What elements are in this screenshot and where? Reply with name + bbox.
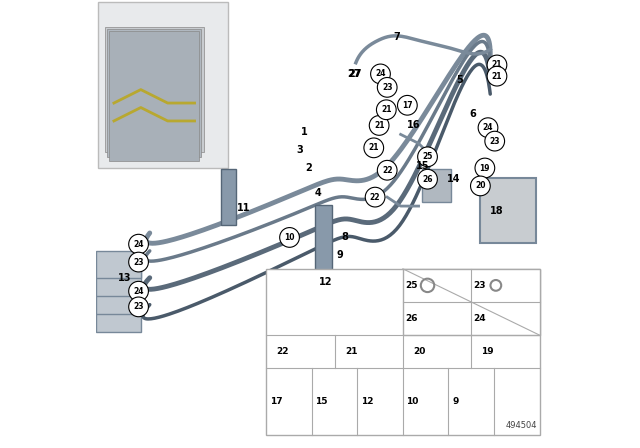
Circle shape [129, 252, 148, 272]
FancyBboxPatch shape [403, 269, 540, 335]
Text: 13: 13 [118, 273, 132, 283]
Circle shape [378, 78, 397, 97]
Circle shape [129, 297, 148, 317]
FancyBboxPatch shape [96, 305, 141, 332]
Circle shape [129, 281, 148, 301]
Circle shape [487, 66, 507, 86]
Text: 8: 8 [341, 233, 348, 242]
Text: 4: 4 [314, 188, 321, 198]
Circle shape [485, 131, 504, 151]
Text: 3: 3 [296, 145, 303, 155]
Circle shape [418, 147, 437, 167]
Text: 24: 24 [474, 314, 486, 323]
Text: 23: 23 [133, 258, 144, 267]
Text: 27: 27 [347, 69, 360, 79]
Text: 11: 11 [237, 203, 251, 213]
Circle shape [418, 169, 437, 189]
Text: 26: 26 [405, 314, 418, 323]
Text: 21: 21 [381, 105, 392, 114]
Circle shape [397, 95, 417, 115]
Circle shape [470, 176, 490, 196]
Text: 24: 24 [133, 287, 144, 296]
Text: 15: 15 [416, 161, 430, 171]
Text: 19: 19 [481, 347, 494, 356]
Text: 2: 2 [305, 163, 312, 173]
Circle shape [365, 187, 385, 207]
Circle shape [376, 100, 396, 120]
Text: 20: 20 [413, 347, 426, 356]
Text: 9: 9 [452, 397, 458, 406]
FancyBboxPatch shape [109, 31, 199, 161]
Text: 12: 12 [319, 277, 332, 287]
Text: 23: 23 [382, 83, 392, 92]
Text: 22: 22 [370, 193, 380, 202]
Text: 10: 10 [284, 233, 295, 242]
Text: 21: 21 [345, 347, 357, 356]
Text: 27: 27 [348, 69, 362, 79]
FancyBboxPatch shape [96, 269, 141, 296]
Text: 19: 19 [479, 164, 490, 172]
Text: 16: 16 [407, 121, 421, 130]
Circle shape [369, 116, 389, 135]
FancyBboxPatch shape [108, 29, 202, 157]
Text: 14: 14 [447, 174, 460, 184]
FancyBboxPatch shape [422, 169, 451, 202]
Circle shape [378, 160, 397, 180]
Circle shape [487, 55, 507, 75]
Text: 24: 24 [375, 69, 386, 78]
Text: 18: 18 [490, 206, 504, 215]
Text: 20: 20 [475, 181, 486, 190]
FancyBboxPatch shape [105, 27, 204, 152]
Text: 24: 24 [133, 240, 144, 249]
Text: 26: 26 [422, 175, 433, 184]
FancyBboxPatch shape [221, 169, 236, 225]
Text: 7: 7 [394, 32, 401, 42]
Text: 25: 25 [422, 152, 433, 161]
Text: 23: 23 [474, 281, 486, 290]
Text: 10: 10 [406, 397, 419, 406]
Text: 21: 21 [374, 121, 385, 130]
FancyBboxPatch shape [266, 269, 540, 435]
Text: 17: 17 [402, 101, 413, 110]
Text: 25: 25 [405, 281, 418, 290]
Circle shape [364, 138, 383, 158]
Text: 1: 1 [301, 127, 308, 137]
Circle shape [371, 64, 390, 84]
Circle shape [478, 118, 498, 138]
Text: 21: 21 [492, 72, 502, 81]
FancyBboxPatch shape [481, 178, 536, 243]
Text: 17: 17 [270, 397, 282, 406]
Text: 22: 22 [276, 347, 289, 356]
Text: 9: 9 [337, 250, 344, 260]
Text: 23: 23 [133, 302, 144, 311]
FancyBboxPatch shape [99, 2, 228, 168]
Text: 12: 12 [361, 397, 374, 406]
Circle shape [129, 234, 148, 254]
Circle shape [475, 158, 495, 178]
FancyBboxPatch shape [315, 205, 332, 270]
Text: 6: 6 [470, 109, 477, 119]
Text: 24: 24 [483, 123, 493, 132]
Text: 494504: 494504 [506, 421, 538, 430]
Text: 23: 23 [490, 137, 500, 146]
FancyBboxPatch shape [96, 287, 141, 314]
Circle shape [280, 228, 300, 247]
Text: 21: 21 [369, 143, 379, 152]
Text: 15: 15 [316, 397, 328, 406]
Text: 21: 21 [492, 60, 502, 69]
FancyBboxPatch shape [96, 251, 141, 278]
Text: 5: 5 [456, 75, 463, 85]
Text: 22: 22 [382, 166, 392, 175]
